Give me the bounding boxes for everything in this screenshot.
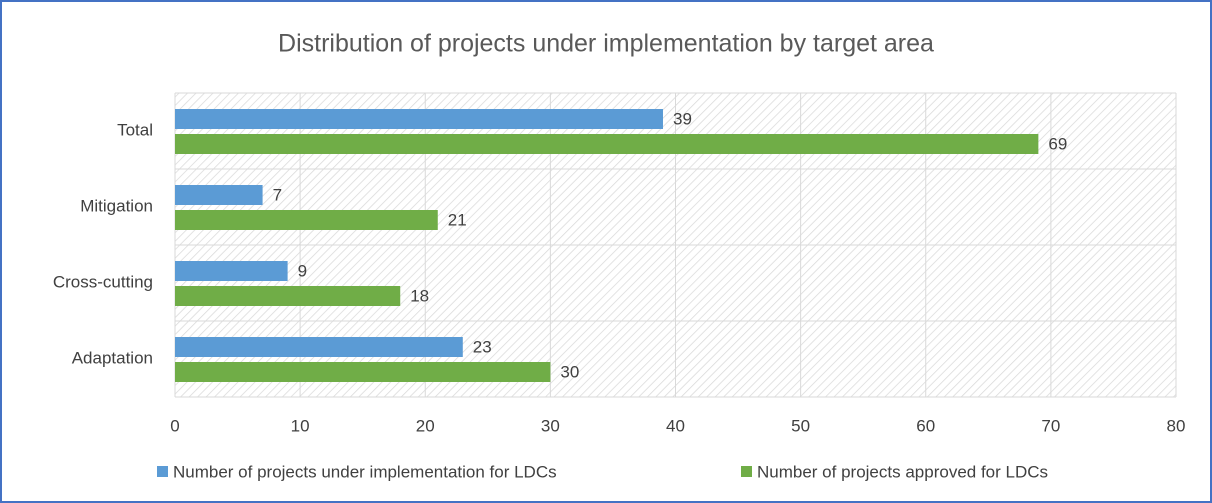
data-label: 23: [473, 337, 492, 356]
legend-label: Number of projects under implementation …: [173, 462, 557, 481]
bar: [175, 261, 288, 281]
data-label: 69: [1048, 134, 1067, 153]
data-label: 30: [560, 362, 579, 381]
bar: [175, 362, 551, 382]
bar: [175, 210, 438, 230]
bar: [175, 109, 663, 129]
x-tick-label: 50: [791, 416, 810, 435]
data-label: 9: [298, 261, 307, 280]
x-tick-label: 0: [170, 416, 179, 435]
legend-swatch: [741, 466, 752, 477]
x-tick-label: 20: [416, 416, 435, 435]
x-tick-label: 10: [291, 416, 310, 435]
data-label: 18: [410, 286, 429, 305]
x-tick-label: 30: [541, 416, 560, 435]
legend-label: Number of projects approved for LDCs: [757, 462, 1048, 481]
y-tick-label: Mitigation: [80, 196, 153, 215]
bar: [175, 286, 401, 306]
x-tick-label: 80: [1167, 416, 1186, 435]
chart-title: Distribution of projects under implement…: [278, 30, 934, 58]
bar: [175, 337, 463, 357]
bar: [175, 134, 1039, 154]
y-tick-label: Adaptation: [72, 348, 153, 367]
x-tick-label: 40: [666, 416, 685, 435]
x-tick-label: 70: [1041, 416, 1060, 435]
bar: [175, 185, 263, 205]
y-tick-label: Cross-cutting: [53, 272, 153, 291]
data-label: 21: [448, 210, 467, 229]
x-tick-label: 60: [916, 416, 935, 435]
data-label: 7: [273, 185, 282, 204]
data-label: 39: [673, 109, 692, 128]
y-tick-label: Total: [117, 120, 153, 139]
legend-swatch: [157, 466, 168, 477]
